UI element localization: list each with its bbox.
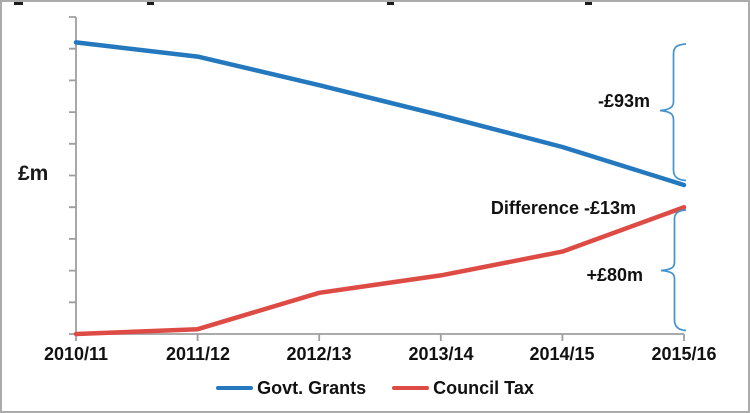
cropped-title-fragment — [585, 2, 592, 5]
x-axis-label-2013-14: 2013/14 — [408, 344, 474, 364]
x-axis-label-2011-12: 2011/12 — [165, 344, 231, 364]
grants-change-brace — [659, 43, 687, 182]
legend: Govt. Grants Council Tax — [2, 375, 748, 401]
annotation-grants-change: -£93m — [597, 91, 650, 111]
legend-item-govt-grants: Govt. Grants — [216, 378, 366, 399]
legend-item-council-tax: Council Tax — [392, 378, 534, 399]
govt-grants-line-swatch — [216, 385, 254, 391]
y-axis — [69, 16, 77, 335]
council-change-brace — [660, 209, 687, 332]
council-tax-line-swatch — [392, 385, 430, 391]
cropped-title-fragment — [147, 2, 154, 5]
cropped-title-fragment — [387, 2, 394, 5]
x-axis-label-2015-16: 2015/16 — [651, 344, 717, 364]
legend-label-council-tax: Council Tax — [433, 377, 534, 398]
y-axis-label: £m — [18, 162, 49, 185]
cropped-title-fragment — [14, 2, 23, 5]
legend-label-govt-grants: Govt. Grants — [257, 377, 367, 398]
x-axis-label-2012-13: 2012/13 — [286, 344, 352, 364]
annotation-council-change: +£80m — [586, 265, 643, 285]
x-axis — [75, 333, 685, 341]
x-axis-label-2010-11: 2010/11 — [43, 344, 109, 364]
council-tax-line — [73, 204, 687, 337]
annotation-difference: Difference -£13m — [490, 198, 636, 218]
x-axis-label-2014-15: 2014/15 — [529, 344, 595, 364]
govt-grants-line — [73, 40, 687, 188]
